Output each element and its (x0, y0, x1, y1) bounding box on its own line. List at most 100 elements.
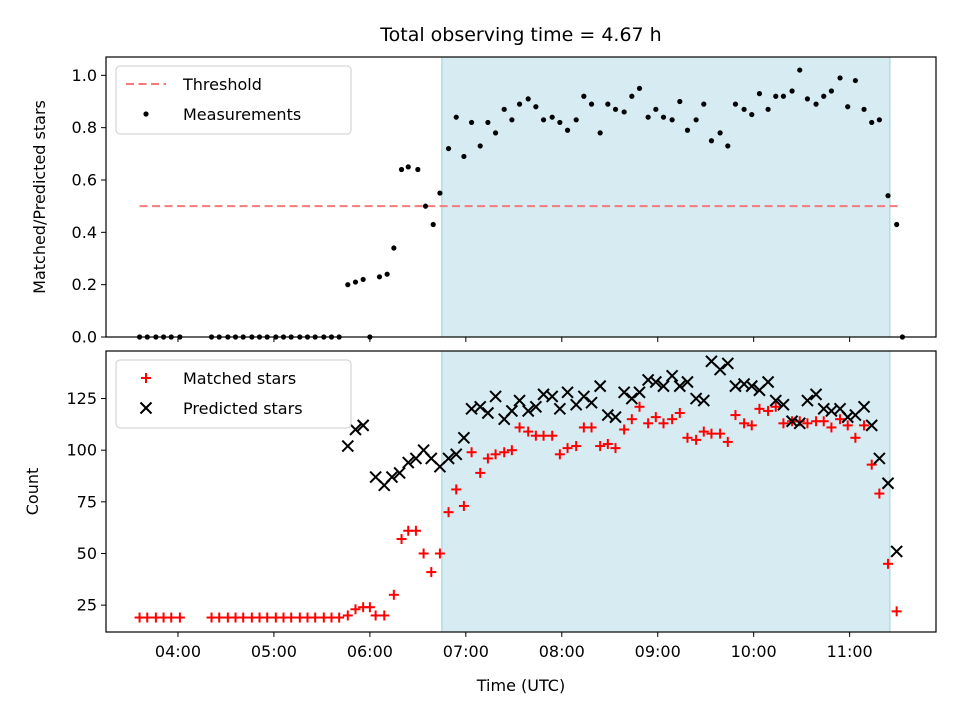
data-point-b (729, 379, 742, 393)
data-point (513, 394, 526, 407)
data-point (310, 612, 321, 623)
data-point (434, 548, 445, 559)
data-point (593, 379, 607, 393)
x-tick-label: 07:00 (443, 642, 489, 661)
data-point (481, 406, 495, 420)
data-point (437, 190, 443, 196)
data-point-b (873, 452, 886, 465)
data-point (586, 422, 597, 433)
data-point (482, 453, 493, 464)
data-point (422, 203, 429, 209)
data-point (356, 419, 370, 432)
data-point (538, 430, 549, 441)
data-point (761, 375, 775, 389)
data-point (765, 106, 771, 112)
data-point-b (809, 388, 823, 401)
data-point-b (825, 404, 838, 418)
data-point (142, 612, 153, 623)
y-tick-label: 25 (77, 596, 97, 615)
data-point (730, 410, 741, 421)
data-point-b (593, 379, 607, 393)
data-point (402, 456, 415, 469)
data-point (506, 445, 517, 456)
data-point (564, 127, 571, 133)
data-point (693, 117, 699, 123)
data-point (841, 410, 854, 424)
data-point (418, 548, 429, 559)
data-point (689, 392, 703, 405)
data-point (577, 390, 591, 403)
top-panel: 0.0 0.2 0.4 0.6 0.8 1.0 Matched/Predicted star… (30, 56, 937, 347)
data-point-b (585, 396, 598, 409)
data-point (442, 452, 455, 465)
data-point (713, 363, 727, 376)
data-point (739, 418, 750, 429)
data-point-b (545, 390, 559, 403)
data-point (874, 488, 885, 499)
data-point (499, 447, 510, 458)
data-point (443, 507, 454, 518)
data-point (605, 101, 611, 107)
data-point (466, 447, 477, 458)
data-point (669, 117, 675, 123)
data-point-b (617, 386, 631, 399)
data-point (894, 221, 900, 228)
data-point (777, 398, 790, 411)
data-point (636, 85, 643, 92)
data-point-b (881, 477, 895, 490)
data-point (214, 612, 225, 623)
data-point-b (817, 402, 830, 416)
data-point (809, 388, 823, 401)
data-point (681, 375, 694, 389)
data-point (516, 101, 523, 107)
data-point-b (425, 452, 438, 465)
data-point (350, 604, 361, 615)
data-point (360, 276, 366, 283)
data-point (885, 193, 891, 199)
legend-label: Matched stars (183, 369, 296, 388)
data-point (166, 612, 177, 623)
data-point (588, 101, 595, 107)
y-tick-label: 0.0 (72, 328, 97, 347)
series-measurements (136, 67, 906, 340)
data-point-b (609, 410, 622, 424)
data-point (468, 119, 475, 126)
x-tick-label: 10:00 (731, 642, 777, 661)
data-point-b (505, 404, 519, 418)
data-point-b (369, 470, 382, 484)
data-point-b (641, 373, 655, 387)
data-point (746, 420, 757, 431)
legend-box (115, 65, 352, 135)
data-point (475, 467, 486, 478)
data-point-b (625, 392, 639, 405)
data-point (861, 106, 867, 112)
data-point (529, 400, 543, 413)
data-point (349, 423, 362, 436)
data-point (393, 466, 406, 480)
data-point (845, 104, 851, 110)
data-point (665, 369, 679, 383)
data-point (673, 379, 687, 393)
data-point (398, 166, 405, 173)
data-point (345, 282, 351, 288)
data-point-b (681, 375, 694, 389)
data-point (617, 386, 631, 399)
data-point-b (417, 443, 430, 457)
data-point (708, 138, 715, 144)
data-point (865, 419, 878, 432)
data-point (430, 221, 436, 228)
data-point (410, 525, 421, 536)
data-point (793, 417, 806, 430)
data-point (650, 412, 661, 423)
data-point (717, 130, 723, 136)
data-point (722, 436, 733, 447)
data-point (581, 93, 587, 99)
data-point (342, 610, 353, 621)
data-point-b (349, 423, 362, 436)
data-point (634, 401, 645, 412)
data-point (453, 114, 459, 120)
data-point (684, 127, 691, 133)
data-point (549, 114, 555, 120)
x-tick-label: 08:00 (539, 642, 585, 661)
